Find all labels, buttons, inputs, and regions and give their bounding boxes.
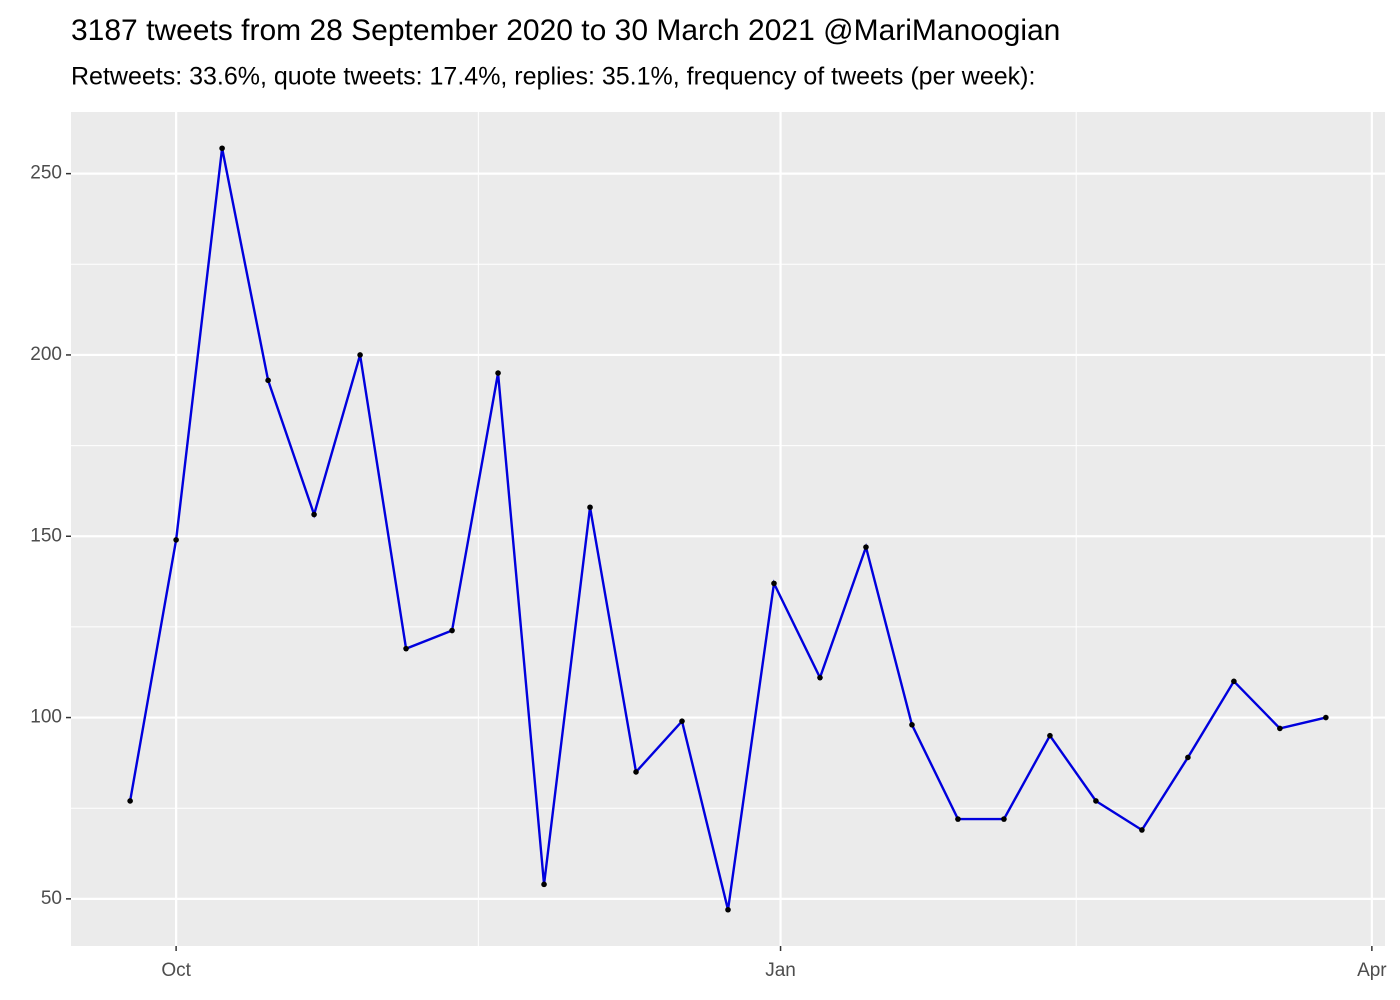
- point: [1139, 827, 1145, 833]
- chart-title: 3187 tweets from 28 September 2020 to 30…: [71, 14, 1060, 47]
- point: [725, 906, 731, 913]
- point: [1047, 732, 1053, 739]
- point: [1231, 678, 1237, 685]
- point: [587, 504, 593, 511]
- y-tick-label: 50: [41, 888, 62, 909]
- point: [495, 370, 501, 376]
- x-tick-label: Oct: [161, 960, 191, 981]
- point: [955, 816, 961, 822]
- y-tick-label: 250: [30, 163, 62, 184]
- chart-subtitle: Retweets: 33.6%, quote tweets: 17.4%, re…: [71, 63, 1035, 91]
- panel: [71, 112, 1385, 946]
- point: [1277, 725, 1283, 732]
- y-tick-label: 100: [30, 707, 62, 728]
- point: [1323, 714, 1329, 721]
- point: [357, 352, 363, 358]
- point: [909, 722, 915, 728]
- point: [173, 537, 179, 543]
- point: [127, 798, 133, 804]
- point: [449, 627, 455, 634]
- y-tick-label: 150: [30, 525, 62, 546]
- point: [633, 769, 639, 775]
- point: [771, 580, 777, 587]
- point: [403, 645, 409, 652]
- point: [311, 511, 317, 518]
- y-tick-label: 200: [30, 344, 62, 365]
- point: [817, 674, 823, 681]
- point: [1093, 798, 1099, 804]
- point: [679, 718, 685, 724]
- point: [219, 145, 225, 152]
- point: [541, 881, 547, 888]
- point: [265, 377, 271, 384]
- x-tick-label: Apr: [1357, 960, 1387, 981]
- x-tick-label: Jan: [765, 960, 796, 981]
- point: [1185, 754, 1191, 761]
- point: [1001, 816, 1007, 822]
- point: [863, 544, 869, 550]
